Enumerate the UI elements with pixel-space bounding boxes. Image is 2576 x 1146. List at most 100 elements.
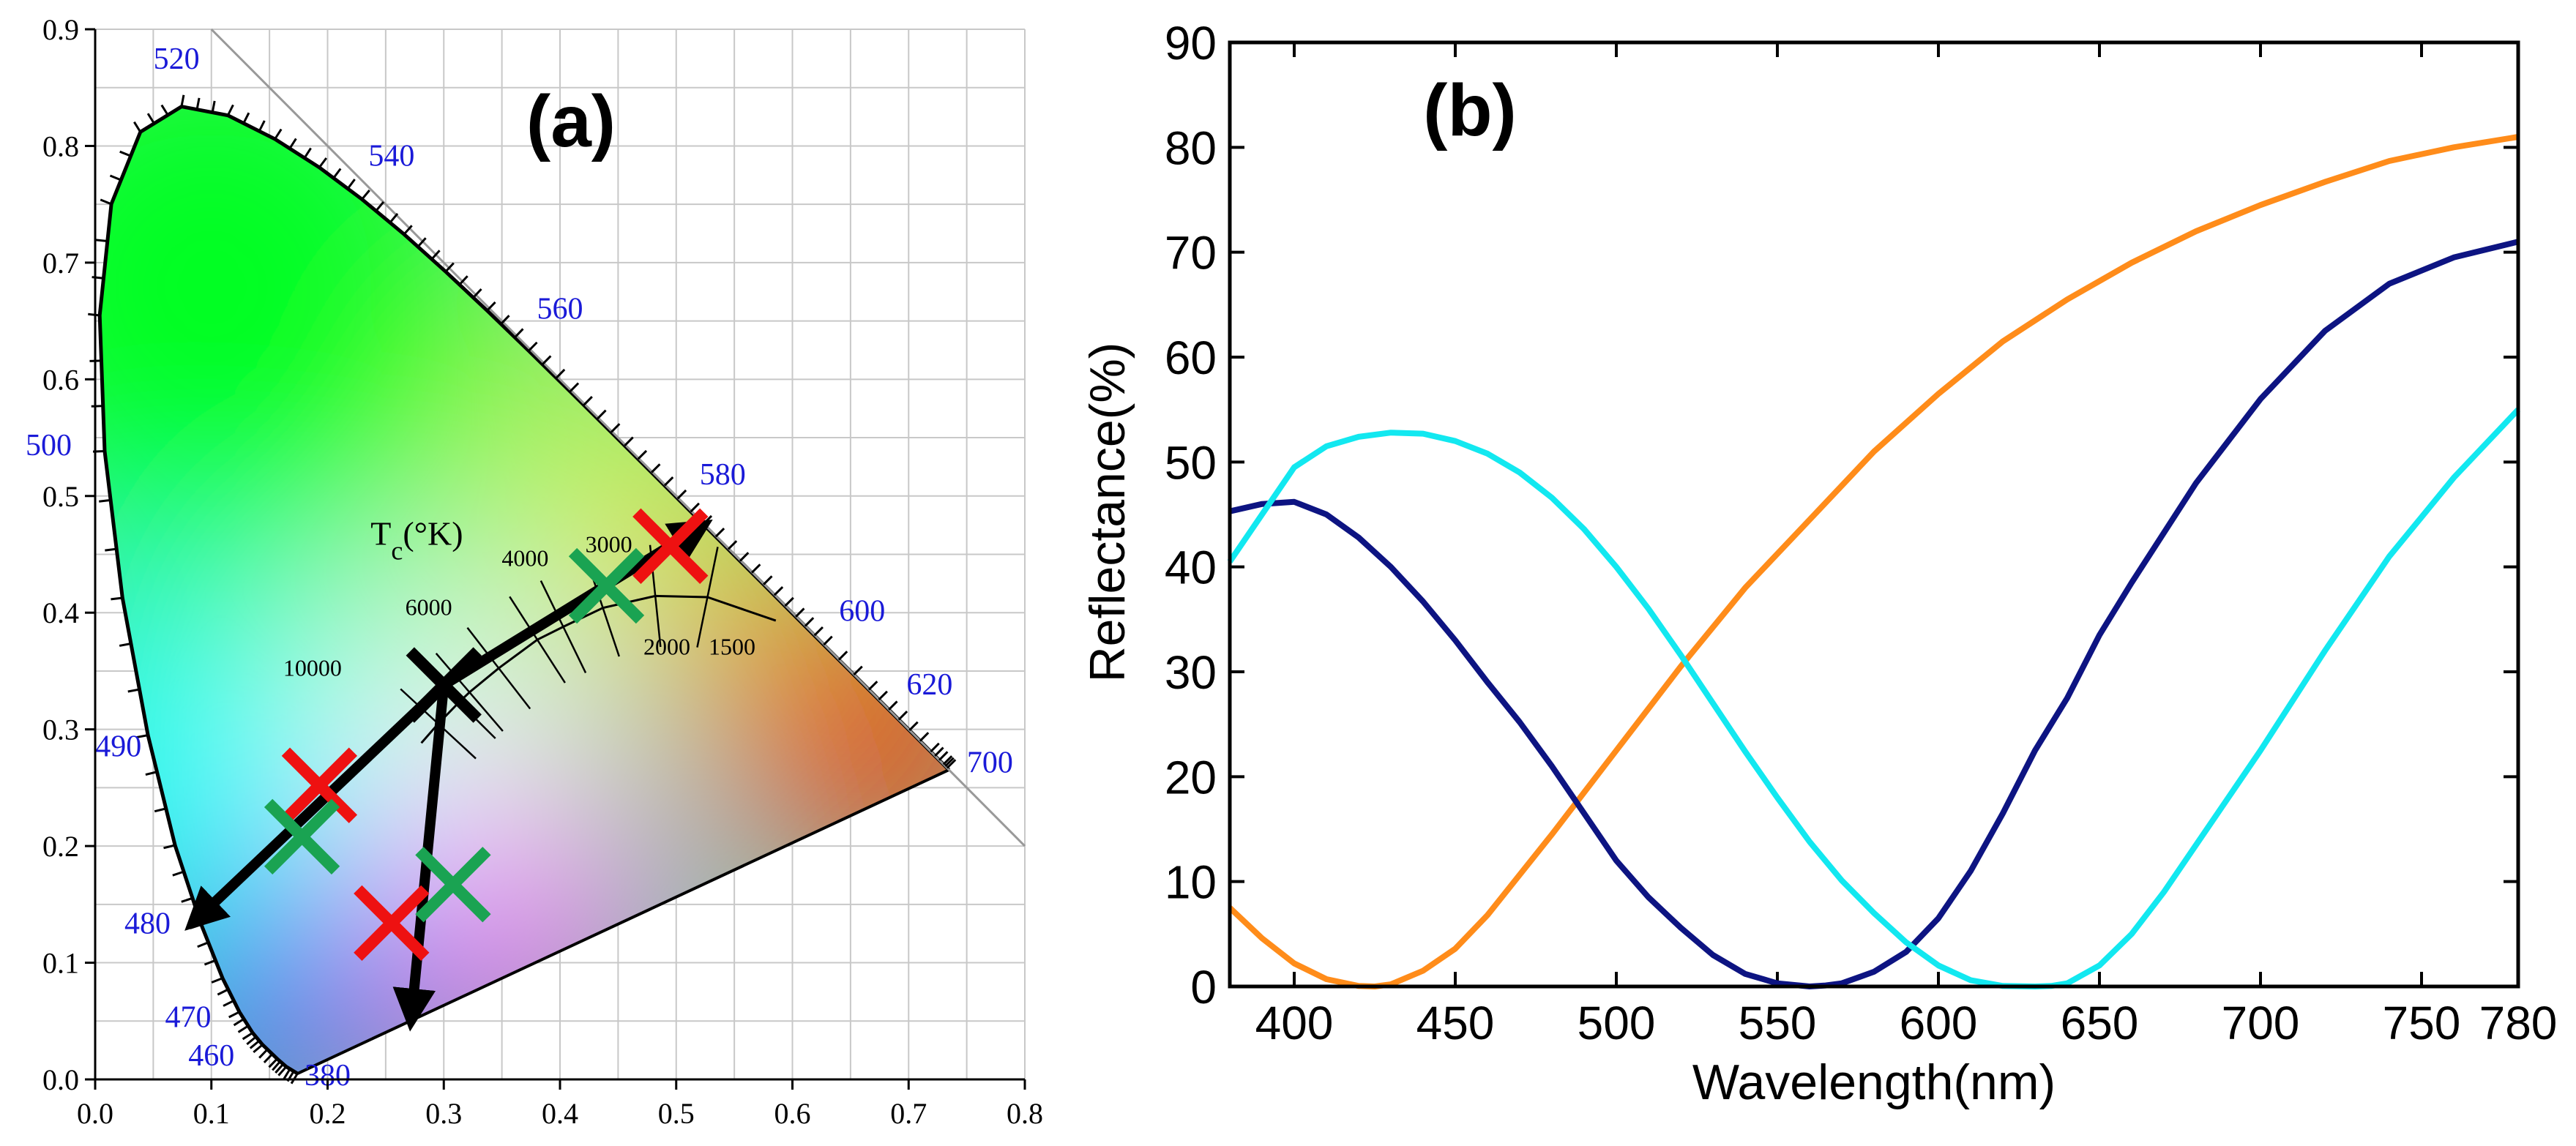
locus-tick (258, 1048, 269, 1059)
locus-tick (145, 771, 157, 776)
locus-tick (624, 436, 634, 446)
x-tick-label: 0.3 (425, 1097, 462, 1130)
locus-tick (942, 755, 953, 765)
x-tick-label: 650 (2061, 997, 2139, 1049)
locus-tick (253, 1044, 264, 1054)
panel-a-title: (a) (526, 80, 616, 162)
locus-tick (714, 528, 725, 538)
locus-tick (637, 449, 648, 460)
locus-tick (651, 463, 661, 473)
locus-tick (249, 1040, 261, 1049)
wavelength-label: 580 (700, 458, 746, 492)
locus-tick (99, 498, 111, 503)
locus-tick (375, 201, 385, 212)
locus-tick (111, 596, 123, 601)
locus-tick (246, 1035, 257, 1046)
locus-tick (237, 1025, 249, 1033)
locus-tick (197, 941, 209, 948)
y-tick-label: 80 (1165, 121, 1217, 174)
locus-tick (458, 275, 468, 285)
locus-tick (211, 100, 216, 113)
y-tick-label: 0.8 (42, 130, 79, 162)
locus-tick (275, 1063, 284, 1074)
cie-white-region (324, 597, 588, 861)
x-tick-label: 750 (2383, 997, 2461, 1049)
locus-tick (204, 959, 216, 966)
locus-tick (430, 250, 441, 261)
locus-tick (750, 563, 761, 574)
locus-tick (272, 1060, 281, 1071)
wavelength-label: 490 (95, 730, 141, 763)
locus-tick (597, 409, 607, 420)
locus-tick (181, 896, 193, 903)
y-tick-label: 50 (1165, 436, 1217, 489)
locus-tick (211, 977, 223, 984)
locus-tick (146, 113, 155, 124)
isotemperature-line (509, 596, 566, 684)
locus-tick (277, 1066, 288, 1076)
locus-tick (944, 757, 955, 768)
locus-tick (663, 476, 674, 487)
locus-tick (136, 734, 149, 739)
locus-tick (242, 112, 250, 124)
planckian-locus: 10000 6000 4000 3000 2000 1500 (283, 531, 777, 760)
locus-tick (133, 121, 142, 133)
marker-red (632, 508, 709, 584)
tc-label-sub: c (391, 536, 403, 566)
locus-tick (739, 552, 750, 562)
cie-red-region (746, 602, 949, 880)
color-markers (264, 508, 709, 962)
locus-tick (897, 711, 908, 721)
wavelength-label: 470 (165, 1000, 212, 1034)
x-tick-label: 0.1 (193, 1097, 230, 1130)
isotemperature-line (466, 626, 531, 710)
locus-tick (233, 1018, 244, 1027)
y-tick-label: 90 (1165, 17, 1217, 70)
temperature-label: 10000 (283, 654, 342, 681)
y-tick-label: 0.4 (42, 596, 79, 629)
locus-tick (583, 396, 593, 406)
locus-tick (389, 212, 399, 224)
x-tick-label: 0.8 (1007, 1097, 1043, 1130)
locus-tick (908, 721, 919, 732)
locus-tick (119, 643, 132, 647)
x-tick-label: 0.7 (890, 1097, 927, 1130)
x-tick-label: 550 (1739, 997, 1817, 1049)
locus-tick (223, 1000, 235, 1007)
marker-green (264, 798, 340, 875)
x-tick-label: 0.4 (542, 1097, 578, 1130)
temperature-label: 6000 (406, 593, 452, 620)
reflectance-panel: 0 10 20 30 40 50 60 70 80 90 400 450 500 550 600 650 700… (1080, 17, 2557, 1110)
locus-tick (472, 288, 482, 299)
locus-tick (690, 502, 700, 513)
y-tick-label: 0.5 (42, 480, 79, 513)
isotemperature-line (696, 547, 719, 648)
locus-tick (514, 328, 524, 339)
locus-tick (763, 575, 773, 585)
locus-tick (109, 174, 122, 181)
wavelength-label: 540 (368, 140, 414, 173)
series-line-cyan (1227, 407, 2520, 989)
locus-tick (403, 225, 413, 236)
locus-tick (242, 1032, 253, 1041)
locus-tick (417, 237, 427, 248)
locus-tick (542, 355, 552, 365)
y-tick-label: 60 (1165, 332, 1217, 384)
y-tick-label: 0 (1190, 961, 1217, 1014)
locus-tick (919, 732, 930, 742)
y-tick-label: 20 (1165, 751, 1217, 804)
wavelength-label: 460 (188, 1039, 234, 1073)
tc-label-unit: (°K) (403, 515, 463, 553)
wavelength-label: 500 (26, 429, 72, 462)
locus-tick (217, 988, 229, 996)
locus-tick (813, 626, 824, 637)
locus-tick (773, 586, 784, 596)
locus-tick (804, 617, 815, 627)
locus-tick (318, 157, 328, 168)
locus-tick (303, 147, 312, 159)
tc-label-t: T (370, 515, 391, 553)
wavelength-label: 520 (154, 42, 200, 76)
locus-tick (105, 547, 117, 552)
reflectance-plot-frame (1228, 40, 2520, 989)
locus-tick (938, 751, 949, 761)
